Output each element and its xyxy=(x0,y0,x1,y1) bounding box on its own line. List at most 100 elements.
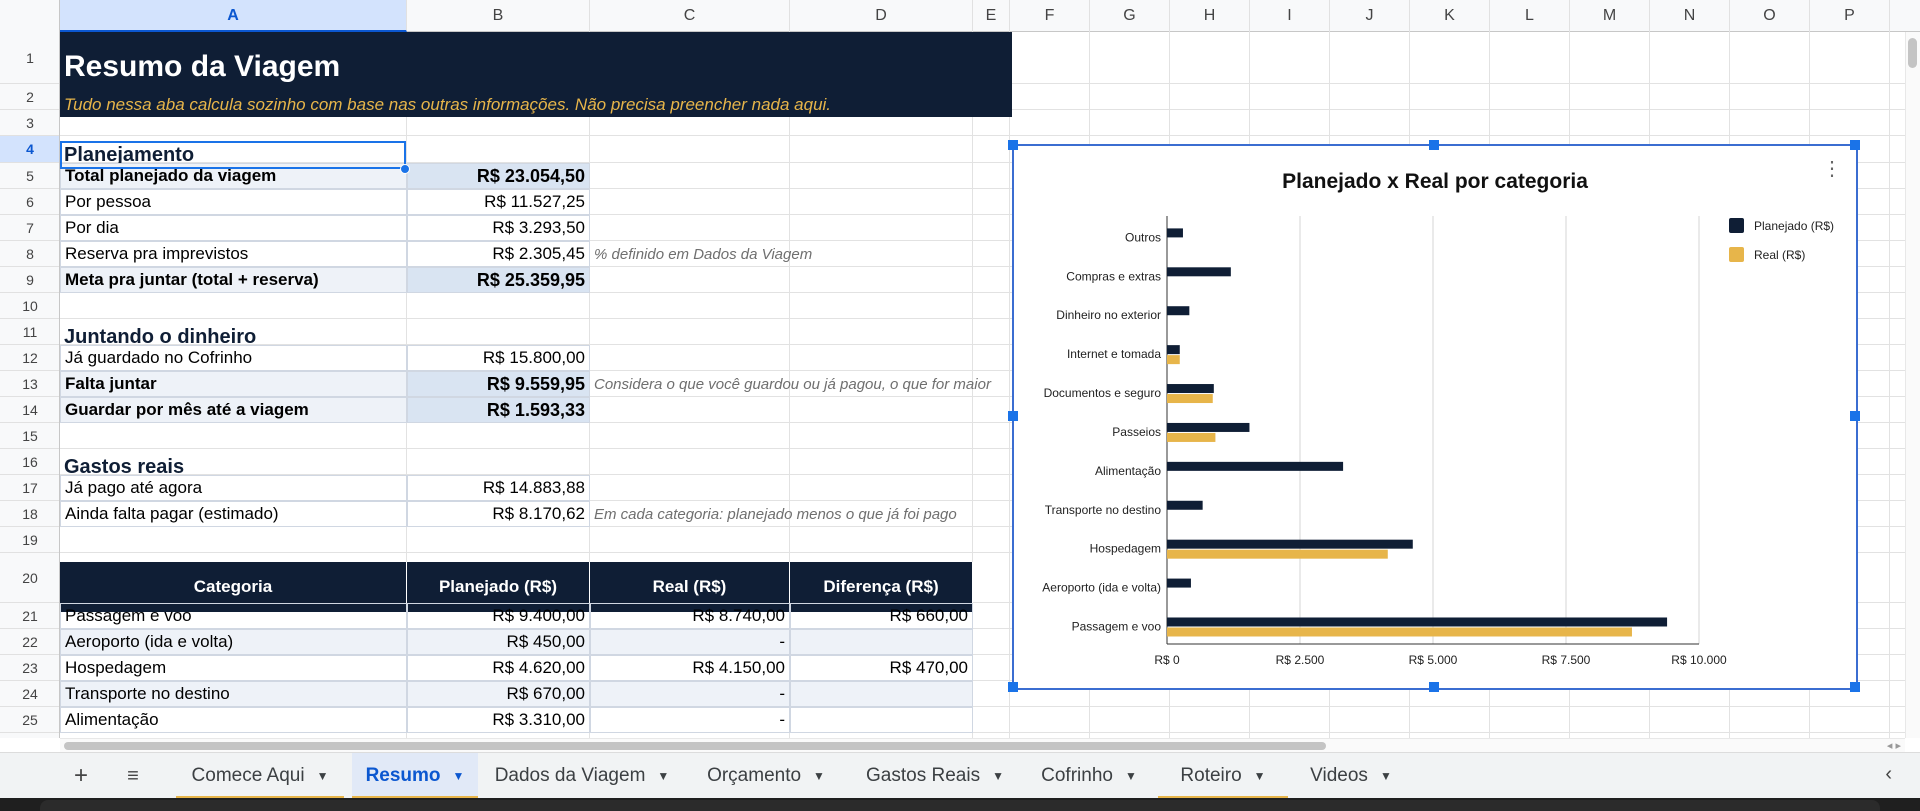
chart-resize-handle[interactable] xyxy=(1008,140,1018,150)
row-header-20[interactable]: 20 xyxy=(0,553,59,603)
kebab-icon[interactable]: ⋮ xyxy=(1822,158,1842,180)
table-category-cell[interactable]: Transporte no destino xyxy=(60,681,407,707)
summary-label[interactable]: Reserva pra imprevistos xyxy=(60,241,407,267)
row-header-19[interactable]: 19 xyxy=(0,527,59,553)
vertical-scroll-thumb[interactable] xyxy=(1908,38,1917,68)
row-header-11[interactable]: 11 xyxy=(0,319,59,345)
summary-label[interactable]: Por dia xyxy=(60,215,407,241)
summary-value[interactable]: R$ 23.054,50 xyxy=(407,163,590,189)
summary-value[interactable]: R$ 2.305,45 xyxy=(407,241,590,267)
sheet-tab[interactable]: Gastos Reais ▼ xyxy=(850,753,1020,799)
summary-label[interactable]: Total planejado da viagem xyxy=(60,163,407,189)
column-header-o[interactable]: O xyxy=(1730,0,1810,32)
row-header-9[interactable]: 9 xyxy=(0,267,59,293)
column-header-g[interactable]: G xyxy=(1090,0,1170,32)
table-value-cell[interactable]: R$ 660,00 xyxy=(790,603,973,629)
column-header-p[interactable]: P xyxy=(1810,0,1890,32)
row-header-24[interactable]: 24 xyxy=(0,681,59,707)
column-header-a[interactable]: A xyxy=(60,0,407,32)
row-header-12[interactable]: 12 xyxy=(0,345,59,371)
horizontal-scrollbar[interactable]: ◂ ▸ xyxy=(60,738,1905,752)
horizontal-scroll-thumb[interactable] xyxy=(64,742,1326,750)
row-header-13[interactable]: 13 xyxy=(0,371,59,397)
row-header-17[interactable]: 17 xyxy=(0,475,59,501)
table-value-cell[interactable]: R$ 4.620,00 xyxy=(407,655,590,681)
caret-down-icon[interactable]: ▼ xyxy=(813,769,825,783)
table-value-cell[interactable]: R$ 470,00 xyxy=(790,655,973,681)
table-value-cell[interactable]: - xyxy=(590,681,790,707)
row-header-2[interactable]: 2 xyxy=(0,84,59,110)
sheet-tab[interactable]: Cofrinho ▼ xyxy=(1024,753,1154,799)
column-header-j[interactable]: J xyxy=(1330,0,1410,32)
summary-label[interactable]: Falta juntar xyxy=(60,371,407,397)
row-header-22[interactable]: 22 xyxy=(0,629,59,655)
column-header-k[interactable]: K xyxy=(1410,0,1490,32)
row-header-23[interactable]: 23 xyxy=(0,655,59,681)
select-all-corner[interactable] xyxy=(0,0,60,32)
row-header-21[interactable]: 21 xyxy=(0,603,59,629)
table-value-cell[interactable]: R$ 4.150,00 xyxy=(590,655,790,681)
row-header-25[interactable]: 25 xyxy=(0,707,59,733)
sheet-tab[interactable]: Dados da Viagem ▼ xyxy=(482,753,682,799)
chart-resize-handle[interactable] xyxy=(1850,411,1860,421)
row-header-14[interactable]: 14 xyxy=(0,397,59,423)
summary-value[interactable]: R$ 3.293,50 xyxy=(407,215,590,241)
column-header-d[interactable]: D xyxy=(790,0,973,32)
table-value-cell[interactable]: - xyxy=(590,707,790,733)
chart-resize-handle[interactable] xyxy=(1429,140,1439,150)
caret-down-icon[interactable]: ▼ xyxy=(992,769,1004,783)
table-value-cell[interactable] xyxy=(790,629,973,655)
summary-label[interactable]: Ainda falta pagar (estimado) xyxy=(60,501,407,527)
summary-label[interactable]: Por pessoa xyxy=(60,189,407,215)
caret-down-icon[interactable]: ▼ xyxy=(316,769,329,783)
menu-icon[interactable]: ≡ xyxy=(127,765,139,787)
column-header-e[interactable]: E xyxy=(973,0,1010,32)
table-value-cell[interactable]: R$ 670,00 xyxy=(407,681,590,707)
row-header-1[interactable]: 1 xyxy=(0,32,59,84)
table-category-cell[interactable]: Passagem e voo xyxy=(60,603,407,629)
table-value-cell[interactable]: R$ 3.310,00 xyxy=(407,707,590,733)
column-header-f[interactable]: F xyxy=(1010,0,1090,32)
sheet-tab[interactable]: Orçamento ▼ xyxy=(686,753,846,799)
table-category-cell[interactable]: Hospedagem xyxy=(60,655,407,681)
chart-planejado-x-real[interactable]: Planejado x Real por categoria R$ 0 R$ 2.5… xyxy=(1008,140,1860,692)
plus-icon[interactable]: + xyxy=(73,762,88,789)
row-header-4[interactable]: 4 xyxy=(0,136,59,163)
caret-down-icon[interactable]: ▼ xyxy=(452,769,465,783)
sheet-tab[interactable]: Resumo ▼ xyxy=(352,753,478,799)
row-header-7[interactable]: 7 xyxy=(0,215,59,241)
summary-value[interactable]: R$ 8.170,62 xyxy=(407,501,590,527)
sheet-tab[interactable]: Comece Aqui ▼ xyxy=(176,753,344,799)
table-value-cell[interactable]: R$ 450,00 xyxy=(407,629,590,655)
chart-resize-handle[interactable] xyxy=(1008,682,1018,692)
column-header-m[interactable]: M xyxy=(1570,0,1650,32)
sheet-tab[interactable]: Roteiro ▼ xyxy=(1158,753,1288,799)
fill-handle[interactable] xyxy=(400,164,410,174)
column-header-n[interactable]: N xyxy=(1650,0,1730,32)
row-header-16[interactable]: 16 xyxy=(0,449,59,475)
table-category-cell[interactable]: Alimentação xyxy=(60,707,407,733)
row-header-18[interactable]: 18 xyxy=(0,501,59,527)
row-header-3[interactable]: 3 xyxy=(0,110,59,136)
summary-value[interactable]: R$ 14.883,88 xyxy=(407,475,590,501)
caret-down-icon[interactable]: ▼ xyxy=(1379,769,1392,783)
chart-resize-handle[interactable] xyxy=(1850,682,1860,692)
caret-down-icon[interactable]: ▼ xyxy=(1253,769,1266,783)
row-header-6[interactable]: 6 xyxy=(0,189,59,215)
summary-value[interactable]: R$ 1.593,33 xyxy=(407,397,590,423)
column-header-l[interactable]: L xyxy=(1490,0,1570,32)
summary-label[interactable]: Já pago até agora xyxy=(60,475,407,501)
table-value-cell[interactable] xyxy=(790,681,973,707)
summary-value[interactable]: R$ 11.527,25 xyxy=(407,189,590,215)
row-header-15[interactable]: 15 xyxy=(0,423,59,449)
vertical-scrollbar[interactable] xyxy=(1905,32,1920,738)
chart-resize-handle[interactable] xyxy=(1429,682,1439,692)
scroll-arrows-icon[interactable]: ◂ ▸ xyxy=(1886,740,1901,752)
table-value-cell[interactable]: R$ 8.740,00 xyxy=(590,603,790,629)
column-header-b[interactable]: B xyxy=(407,0,590,32)
column-header-c[interactable]: C xyxy=(590,0,790,32)
row-header-8[interactable]: 8 xyxy=(0,241,59,267)
row-header-5[interactable]: 5 xyxy=(0,163,59,189)
chart-resize-handle[interactable] xyxy=(1008,411,1018,421)
table-value-cell[interactable]: - xyxy=(590,629,790,655)
